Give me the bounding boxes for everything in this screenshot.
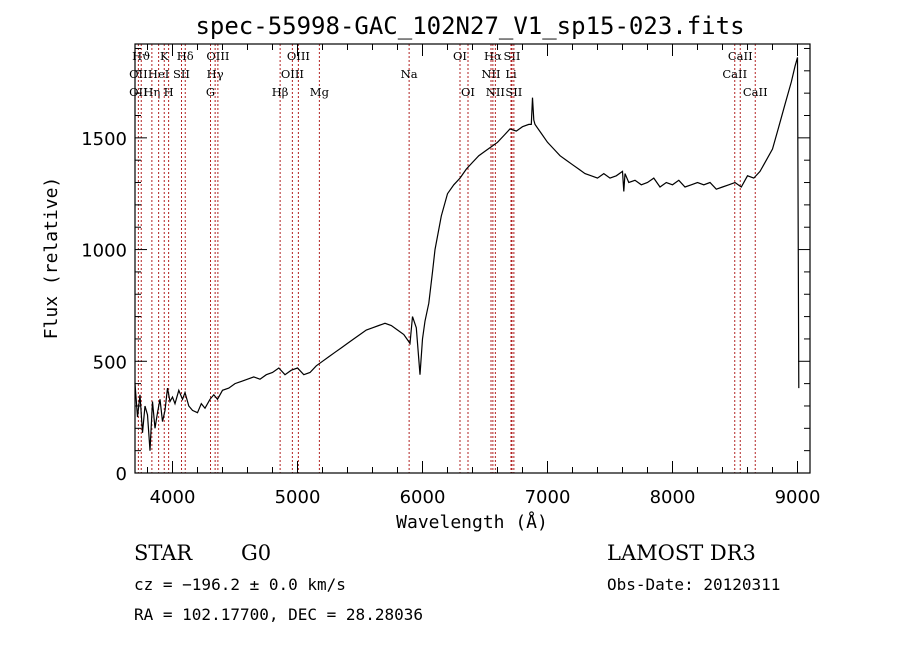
redshift-velocity: cz = −196.2 ± 0.0 km/s <box>134 575 346 594</box>
axis-ticks: 4000 5000 6000 7000 8000 9000 0 500 1000 1500 <box>81 44 820 508</box>
line-marker-label: OII <box>129 85 148 99</box>
spectrum-line <box>134 57 800 451</box>
line-marker-label: Li <box>505 67 517 81</box>
line-marker-label: NII <box>486 85 505 99</box>
x-axis-label: Wavelength (Å) <box>396 511 548 533</box>
line-marker-label: Na <box>401 67 418 81</box>
line-marker-label: CaII <box>743 85 768 99</box>
y-tick-label: 1000 <box>81 241 127 262</box>
line-marker-label: Hβ <box>272 85 289 99</box>
coordinates: RA = 102.17700, DEC = 28.28036 <box>134 605 423 624</box>
line-marker-label: Hγ <box>207 67 224 81</box>
line-marker-label: SII <box>504 49 521 63</box>
y-axis-label: Flux (relative) <box>41 177 62 340</box>
line-marker-label: OI <box>453 49 467 63</box>
y-tick-label: 0 <box>116 464 127 485</box>
object-subclass: G0 <box>241 541 271 565</box>
line-marker-label: CaII <box>728 49 753 63</box>
object-class: STAR <box>134 541 193 565</box>
line-marker-label: Hδ <box>177 49 194 63</box>
x-tick-label: 6000 <box>400 487 446 508</box>
line-marker-label: OI <box>461 85 475 99</box>
line-marker-label: Hϑ <box>132 49 150 63</box>
line-marker-label: HeI <box>148 67 169 81</box>
line-marker-label: H <box>164 85 174 99</box>
y-tick-label: 1500 <box>81 129 127 150</box>
x-tick-label: 8000 <box>650 487 696 508</box>
observation-date: Obs-Date: 20120311 <box>607 575 780 594</box>
line-marker-label: SII <box>173 67 190 81</box>
line-marker-label: CaII <box>722 67 747 81</box>
x-tick-label: 5000 <box>275 487 321 508</box>
line-marker-label: OIII <box>287 49 310 63</box>
line-marker-label: Hη <box>143 85 160 99</box>
plot-frame <box>134 43 811 474</box>
y-tick-label: 500 <box>93 352 127 373</box>
chart-title: spec-55998-GAC_102N27_V1_sp15-023.fits <box>195 12 744 40</box>
line-marker-label: NII <box>481 67 500 81</box>
line-marker-label: Hα <box>484 49 502 63</box>
line-marker-label: SII <box>505 85 522 99</box>
line-marker-label: OIII <box>281 67 304 81</box>
line-marker-label: K <box>160 49 169 63</box>
line-marker-label: Mg <box>310 85 330 99</box>
survey-name: LAMOST DR3 <box>607 541 756 565</box>
x-tick-label: 4000 <box>150 487 196 508</box>
x-tick-label: 7000 <box>525 487 571 508</box>
x-tick-label: 9000 <box>775 487 821 508</box>
line-marker-label: OII <box>129 67 148 81</box>
line-marker-label: G <box>206 85 215 99</box>
line-marker-label: OIII <box>206 49 229 63</box>
